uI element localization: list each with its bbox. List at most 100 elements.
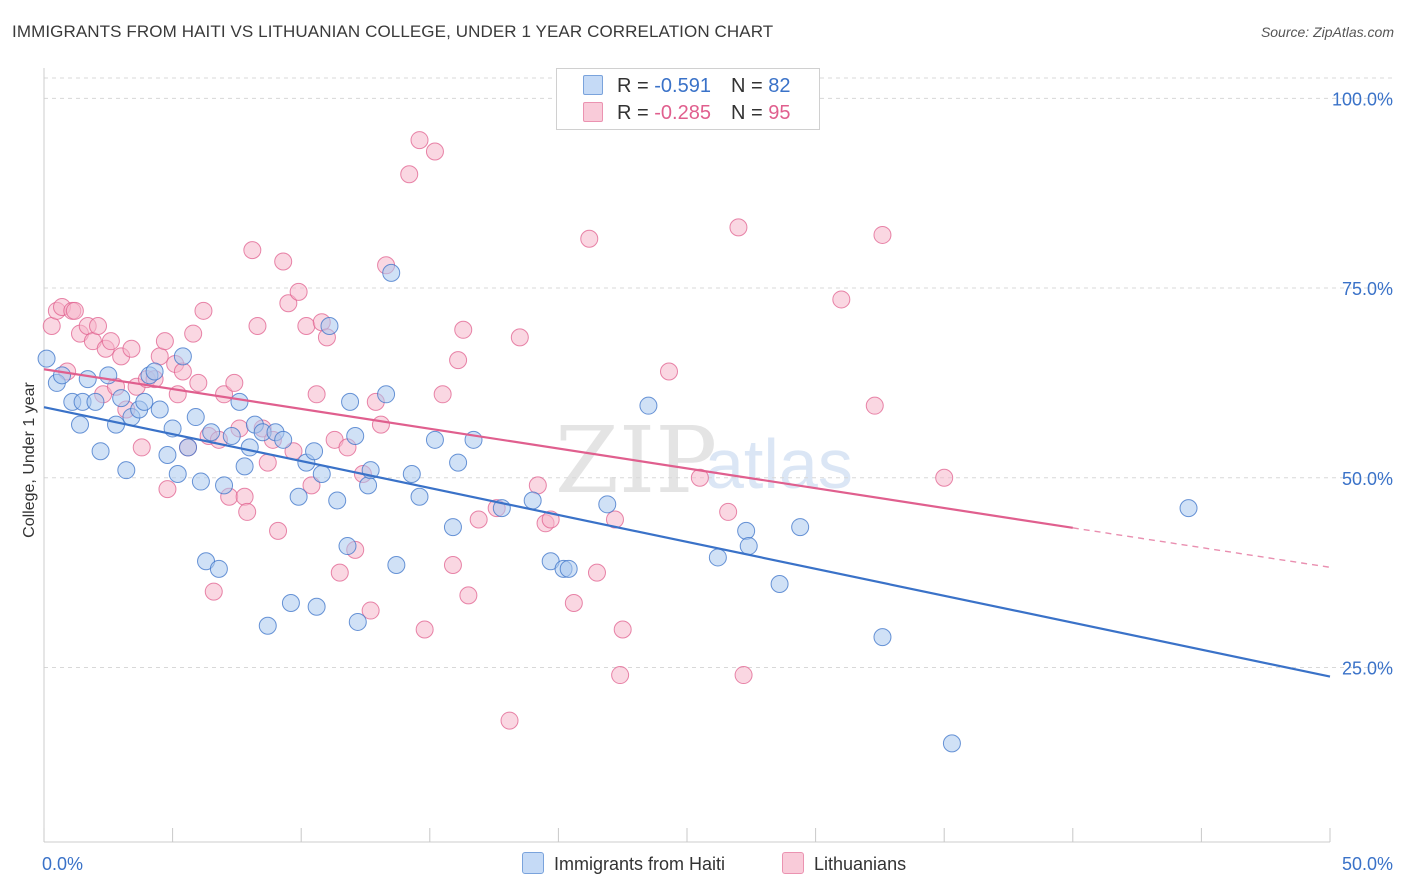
haiti-point-21 [168, 464, 187, 483]
lithuanians-point-85 [613, 620, 632, 639]
haiti-point-45 [320, 317, 339, 335]
lithuanians-point-23 [158, 480, 177, 499]
lithuanians-point-68 [433, 385, 452, 404]
lithuanians-point-86 [659, 362, 678, 381]
haiti-point-15 [135, 392, 154, 411]
legend-r-label: R = [617, 102, 655, 124]
lithuanians-point-72 [459, 586, 478, 605]
haiti-point-43 [307, 597, 326, 616]
lithuanians-point-46 [274, 252, 293, 271]
haiti-point-17 [145, 362, 164, 381]
haiti-point-0 [37, 349, 56, 368]
lithuanians-point-67 [425, 142, 444, 161]
haiti-point-57 [410, 487, 429, 506]
lithuanians-point-88 [719, 502, 738, 521]
haiti-point-30 [222, 427, 241, 446]
legend-swatch-lithuanians [583, 102, 603, 122]
lithuanians-point-36 [225, 373, 244, 392]
legend-r-label: R = [617, 75, 655, 97]
haiti-point-51 [359, 476, 378, 495]
chart-title: IMMIGRANTS FROM HAITI VS LITHUANIAN COLL… [12, 22, 774, 41]
lithuanians-point-26 [173, 362, 192, 381]
haiti-point-8 [91, 442, 110, 461]
haiti-point-25 [191, 472, 210, 491]
haiti-point-18 [150, 400, 169, 419]
lithuanians-point-49 [289, 282, 308, 301]
source-label: Source: ZipAtlas.com [1260, 24, 1394, 40]
haiti-point-68 [639, 396, 658, 415]
lithuanians-point-70 [449, 351, 468, 370]
lithuanians-point-29 [189, 373, 208, 392]
lithuanians-point-83 [605, 510, 624, 529]
lithuanians-point-90 [734, 666, 753, 685]
lithuanians-point-82 [587, 563, 606, 582]
series-swatch-haiti [522, 852, 544, 874]
lithuanians-point-81 [580, 229, 599, 248]
lithuanians-point-47 [279, 294, 298, 313]
haiti-point-22 [173, 347, 192, 366]
correlation-legend: R = -0.591 N = 82 R = -0.285 N = 95 [556, 68, 820, 130]
lithuanians-point-21 [150, 347, 169, 366]
lithuanians-point-66 [415, 620, 434, 639]
haiti-point-12 [117, 461, 136, 480]
lithuanians-point-5 [65, 301, 84, 320]
lithuanians-point-71 [454, 320, 473, 339]
lithuanians-point-52 [307, 385, 326, 404]
lithuanians-point-9 [89, 317, 108, 335]
haiti-point-76 [1179, 499, 1198, 518]
y-tick-label-75: 75.0% [1342, 279, 1393, 299]
lithuanians-point-80 [564, 593, 583, 612]
lithuanians-point-60 [361, 601, 380, 620]
haiti-point-6 [78, 370, 97, 389]
lithuanians-point-94 [935, 468, 954, 487]
haiti-point-2 [53, 366, 72, 385]
haiti-point-46 [328, 491, 347, 510]
haiti-point-38 [274, 430, 293, 449]
haiti-point-50 [348, 612, 367, 631]
x-tick-label-min: 0.0% [42, 854, 83, 874]
haiti-point-75 [942, 734, 961, 753]
haiti-point-70 [737, 521, 756, 540]
trend-lines [43, 368, 1331, 678]
y-tick-label-100: 100.0% [1332, 89, 1393, 109]
lithuanians-points [42, 131, 954, 730]
haiti-point-33 [240, 438, 259, 457]
haiti-point-47 [338, 537, 357, 556]
lithuanians-point-69 [443, 556, 462, 575]
haiti-point-27 [202, 423, 221, 442]
y-tick-label-50: 50.0% [1342, 469, 1393, 489]
haiti-point-71 [739, 537, 758, 556]
haiti-point-67 [598, 495, 617, 514]
haiti-point-36 [258, 616, 277, 635]
lithuanians-point-18 [132, 438, 151, 457]
lithuanians-point-62 [371, 415, 390, 434]
haiti-point-72 [770, 575, 789, 593]
lithuanians-point-41 [248, 317, 267, 335]
haiti-point-73 [791, 518, 810, 537]
x-ticks [43, 828, 1331, 842]
lithuanians-point-75 [500, 711, 519, 730]
haiti-point-56 [402, 464, 421, 483]
legend-row-haiti: R = -0.591 N = 82 [583, 75, 790, 99]
haiti-point-4 [71, 415, 90, 434]
lithuanians-point-51 [302, 476, 321, 495]
lithuanians-point-73 [469, 510, 488, 529]
lithuanians-point-39 [238, 502, 257, 521]
haiti-point-53 [377, 385, 396, 404]
haiti-point-63 [523, 491, 542, 510]
haiti-point-39 [281, 593, 300, 612]
lithuanians-point-45 [269, 521, 288, 540]
haiti-point-24 [186, 408, 205, 427]
haiti-point-29 [215, 476, 234, 495]
series-swatch-lithuanians [782, 852, 804, 874]
haiti-point-48 [341, 392, 360, 411]
legend-row-lithuanians: R = -0.285 N = 95 [583, 102, 790, 126]
series-legend-lithuanians: Lithuanians [782, 852, 906, 875]
haiti-point-31 [230, 392, 249, 411]
lithuanians-trend-line [43, 368, 1073, 529]
legend-r-value-haiti: -0.591 [654, 75, 711, 97]
lithuanians-point-65 [410, 131, 429, 150]
haiti-point-40 [289, 487, 308, 506]
lithuanians-point-28 [184, 324, 203, 343]
legend-swatch-haiti [583, 75, 603, 95]
